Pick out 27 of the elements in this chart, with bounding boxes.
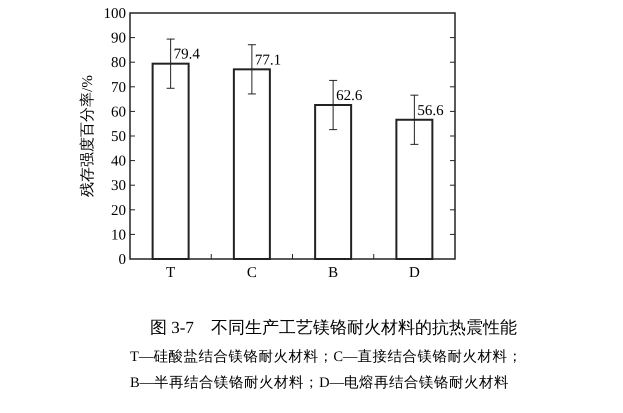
y-tick-label: 40 xyxy=(111,154,126,170)
y-tick-label: 30 xyxy=(111,178,126,194)
y-tick-label: 60 xyxy=(111,104,126,120)
y-tick-label: 50 xyxy=(111,129,126,145)
y-tick-label: 80 xyxy=(111,55,126,72)
bar xyxy=(152,62,190,260)
y-tick-label: 10 xyxy=(111,227,126,244)
x-tick-label: C xyxy=(246,265,257,281)
x-tick-label: B xyxy=(328,265,338,281)
bar xyxy=(395,118,434,260)
text: T—硅酸盐结合镁铬耐火材料；C—直接结合镁铬耐火材料； xyxy=(130,348,523,365)
data-label: 77.1 xyxy=(254,52,282,68)
text: 图 3-7 不同生产工艺镁铬耐火材料的抗热震性能 xyxy=(150,318,517,337)
y-tick-label: 20 xyxy=(111,202,126,219)
x-tick-label: T xyxy=(166,265,176,281)
y-tick-label: 0 xyxy=(118,252,126,268)
y-tick-label: 70 xyxy=(111,80,126,96)
y-tick-label: 90 xyxy=(111,30,126,47)
bar xyxy=(314,104,352,260)
data-label: 79.4 xyxy=(174,46,200,63)
bar xyxy=(232,68,271,260)
y-axis-title: 残存强度百分率/% xyxy=(79,75,96,197)
data-label: 56.6 xyxy=(417,102,444,119)
x-tick-label: D xyxy=(408,265,420,281)
y-tick-label: 100 xyxy=(104,6,126,22)
data-label: 62.6 xyxy=(336,88,363,104)
text: B—半再结合镁铬耐火材料；D—电熔再结合镁铬耐火材料 xyxy=(130,374,510,391)
